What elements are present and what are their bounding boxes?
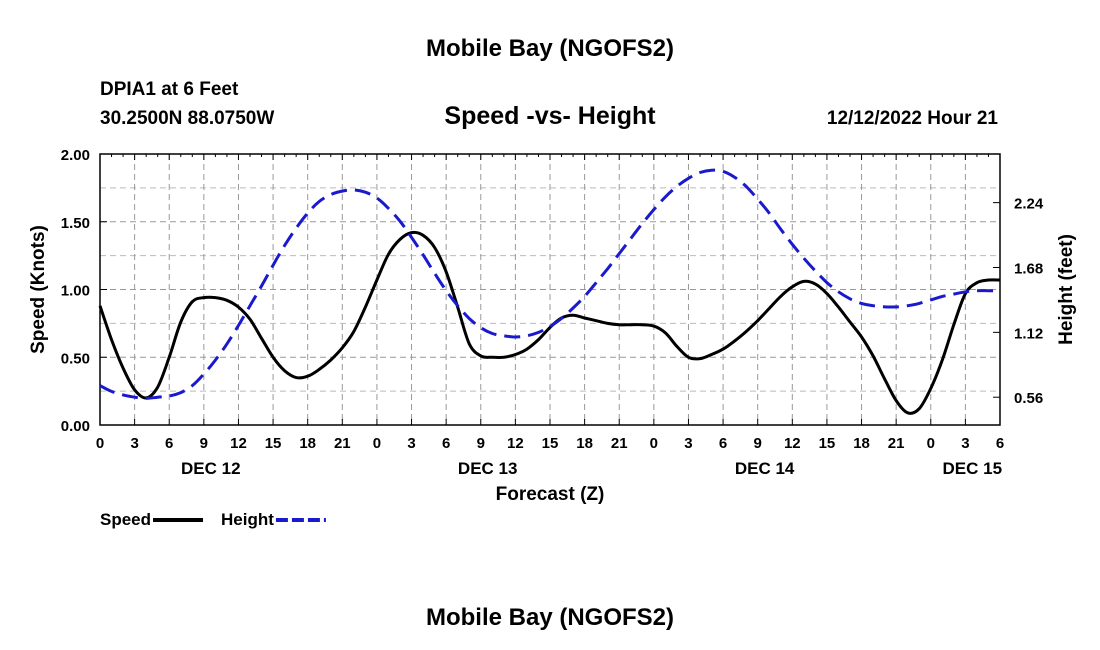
x-tick-label: 12 xyxy=(230,435,247,452)
x-tick-label: 18 xyxy=(576,435,593,452)
x-tick-label: 0 xyxy=(927,435,935,452)
x-day-label: DEC 12 xyxy=(181,459,241,478)
y-tick-label: 1.00 xyxy=(61,283,90,300)
x-tick-label: 15 xyxy=(542,435,559,452)
x-tick-label: 6 xyxy=(165,435,173,452)
y2-axis-title: Height (feet) xyxy=(1056,234,1077,345)
x-day-label: DEC 15 xyxy=(943,459,1003,478)
x-tick-label: 18 xyxy=(299,435,316,452)
x-tick-label: 9 xyxy=(754,435,762,452)
x-tick-label: 0 xyxy=(96,435,104,452)
y-tick-label: 0.50 xyxy=(61,350,90,367)
x-tick-label: 3 xyxy=(407,435,415,452)
x-tick-label: 0 xyxy=(650,435,658,452)
x-tick-label: 15 xyxy=(819,435,836,452)
y2-tick-label: 0.56 xyxy=(1014,390,1043,407)
y2-tick-label: 2.24 xyxy=(1014,196,1044,213)
datetime-label: 12/12/2022 Hour 21 xyxy=(827,108,999,129)
x-tick-label: 21 xyxy=(611,435,628,452)
x-tick-label: 21 xyxy=(334,435,351,452)
y-tick-label: 0.00 xyxy=(61,418,90,435)
x-tick-label: 18 xyxy=(853,435,870,452)
legend-label-height: Height xyxy=(221,510,274,529)
chart-subtitle: Speed -vs- Height xyxy=(444,102,656,130)
y-tick-label: 2.00 xyxy=(61,147,90,164)
x-tick-label: 6 xyxy=(996,435,1004,452)
x-tick-label: 12 xyxy=(507,435,524,452)
y-tick-label: 1.50 xyxy=(61,215,90,232)
y-axis-title: Speed (Knots) xyxy=(28,225,49,354)
x-day-label: DEC 13 xyxy=(458,459,518,478)
x-tick-label: 12 xyxy=(784,435,801,452)
x-tick-label: 9 xyxy=(200,435,208,452)
figure-title-bottom: Mobile Bay (NGOFS2) xyxy=(426,604,674,631)
x-tick-label: 3 xyxy=(961,435,969,452)
plot-area: 0 3 6 9 12 15 18 21 0 3 6 9 12 15 18 21 0 3 6 9 12 15 18 21 0 3 6D… xyxy=(28,147,1077,529)
station-label: DPIA1 at 6 Feet xyxy=(100,79,239,100)
series-line-height xyxy=(99,168,1000,400)
y2-tick-label: 1.12 xyxy=(1014,325,1043,342)
coordinates-label: 30.2500N 88.0750W xyxy=(100,108,274,129)
x-tick-label: 6 xyxy=(442,435,450,452)
x-tick-label: 6 xyxy=(719,435,727,452)
x-axis-title: Forecast (Z) xyxy=(496,484,605,505)
figure-title: Mobile Bay (NGOFS2) xyxy=(426,35,674,62)
x-tick-label: 21 xyxy=(888,435,905,452)
x-tick-label: 3 xyxy=(684,435,692,452)
x-tick-label: 9 xyxy=(477,435,485,452)
x-day-label: DEC 14 xyxy=(735,459,795,478)
x-tick-label: 3 xyxy=(130,435,138,452)
series-line-speed xyxy=(98,230,1001,415)
x-tick-label: 0 xyxy=(373,435,381,452)
legend-label-speed: Speed xyxy=(100,510,151,529)
y2-tick-label: 1.68 xyxy=(1014,260,1043,277)
x-tick-label: 15 xyxy=(265,435,282,452)
